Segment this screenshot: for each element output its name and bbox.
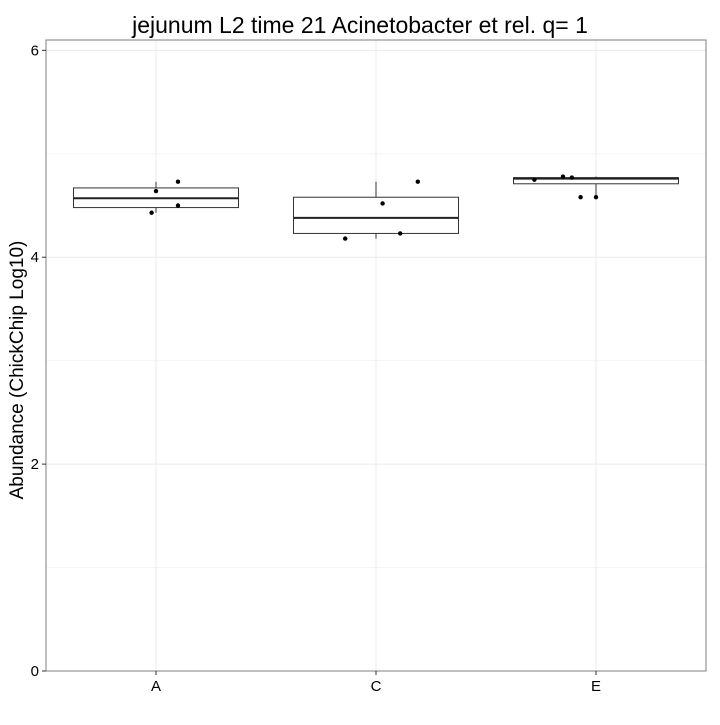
y-tick-label: 4 xyxy=(31,249,39,266)
data-point xyxy=(175,203,181,208)
data-point xyxy=(593,195,599,200)
x-tick-label: E xyxy=(591,678,601,695)
x-tick-label: A xyxy=(151,678,161,695)
y-tick-label: 0 xyxy=(31,663,39,680)
box-body xyxy=(293,196,459,234)
data-point xyxy=(380,201,385,206)
box-body xyxy=(513,177,679,185)
chart-title: jejunum L2 time 21 Acinetobacter et rel.… xyxy=(132,12,588,38)
data-point xyxy=(415,179,420,184)
data-point xyxy=(569,175,574,180)
y-axis-title: Abundance (ChickChip Log10) xyxy=(7,240,28,500)
data-point xyxy=(560,174,566,179)
data-point xyxy=(175,179,181,184)
data-point xyxy=(578,195,583,200)
data-point xyxy=(149,210,154,215)
x-tick-label: C xyxy=(371,678,382,695)
y-tick-label: 2 xyxy=(31,456,39,473)
box-C xyxy=(293,181,459,239)
data-point xyxy=(532,177,537,182)
box-E xyxy=(513,176,679,198)
y-tick-label: 6 xyxy=(31,42,39,59)
data-point xyxy=(343,236,348,241)
box-A xyxy=(73,181,239,213)
data-point xyxy=(398,231,403,236)
data-point xyxy=(153,188,159,194)
